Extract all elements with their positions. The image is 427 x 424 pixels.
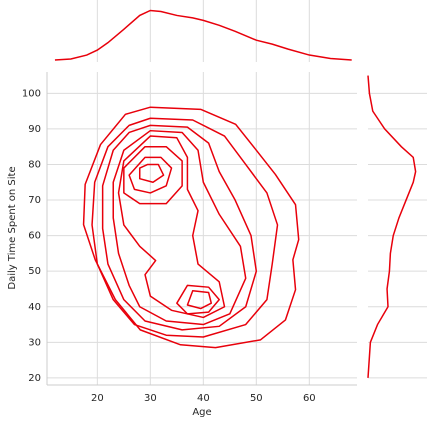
- y-tick-label: 60: [28, 231, 41, 242]
- contour: [128, 156, 173, 194]
- y-tick-label: 100: [22, 88, 41, 99]
- contour: [123, 145, 183, 205]
- y-tick-label: 20: [28, 373, 41, 384]
- contour: [91, 117, 279, 338]
- x-tick-label: 40: [197, 393, 210, 404]
- y-tick-label: 30: [28, 337, 41, 348]
- contour: [186, 289, 213, 310]
- y-tick-label: 80: [28, 159, 41, 170]
- x-tick-label: 50: [250, 393, 263, 404]
- x-tick-label: 20: [91, 393, 104, 404]
- contour: [138, 163, 165, 184]
- contour: [101, 124, 258, 331]
- x-tick-label: 30: [144, 393, 157, 404]
- y-axis-label: Daily Time Spent on Site: [7, 166, 18, 289]
- contour: [117, 135, 226, 319]
- contour: [112, 129, 247, 326]
- y-tick-label: 90: [28, 124, 41, 135]
- y-tick-label: 40: [28, 302, 41, 313]
- marginal-density-y: [367, 75, 417, 378]
- y-tick-label: 70: [28, 195, 41, 206]
- marginal-density-x: [54, 9, 352, 61]
- contour: [176, 284, 220, 315]
- y-tick-label: 50: [28, 266, 41, 277]
- x-tick-label: 60: [303, 393, 316, 404]
- contour: [82, 106, 300, 349]
- x-axis-label: Age: [192, 407, 211, 418]
